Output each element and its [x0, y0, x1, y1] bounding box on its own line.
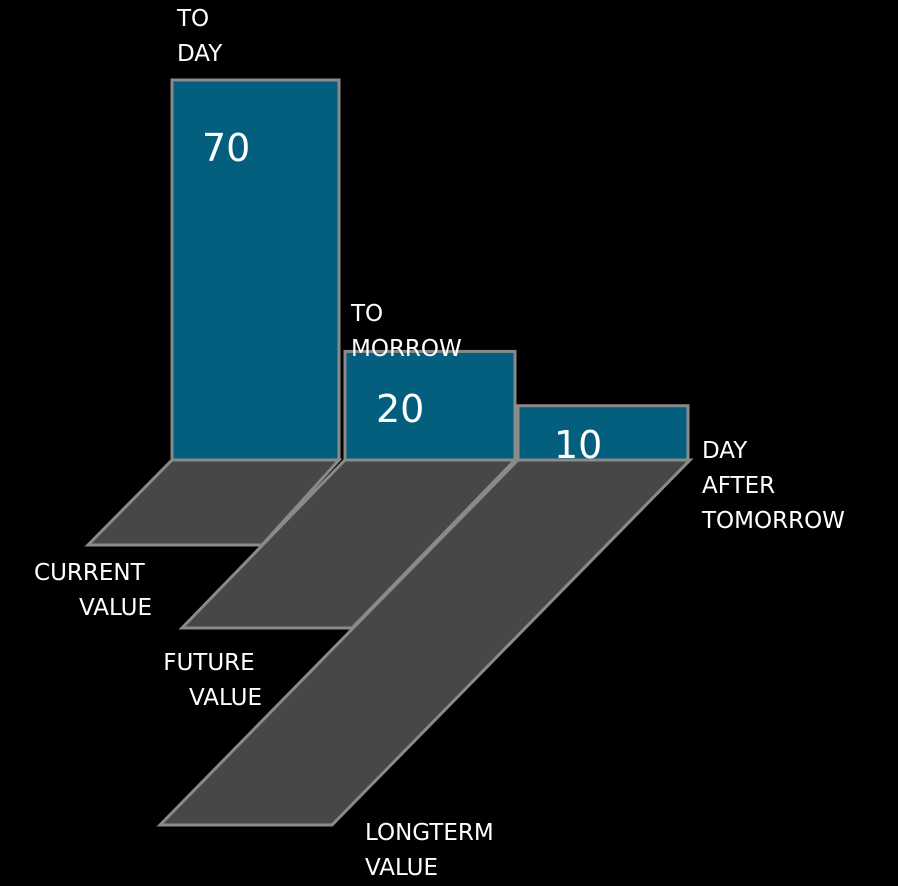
- value-labels: 70 20 10: [202, 126, 602, 467]
- bar-day-after-tomorrow: [516, 404, 690, 462]
- category-label-today: TO DAY: [176, 6, 223, 67]
- value-label-today: 70: [202, 126, 250, 170]
- category-label-line: TO: [176, 6, 209, 32]
- bar-tomorrow: [343, 349, 517, 462]
- base-label-current-value: CURRENT VALUE: [34, 560, 152, 621]
- category-label-line: DAY: [702, 438, 748, 464]
- base-label-line: FUTURE: [163, 650, 254, 676]
- category-label-line: MORROW: [351, 336, 462, 362]
- category-labels: TO DAY TO MORROW DAY AFTER TOMORROW: [176, 6, 845, 534]
- base-label-longterm-value: LONGTERM VALUE: [365, 820, 501, 881]
- base-label-line: LONGTERM: [365, 820, 494, 846]
- base-label-line: CURRENT: [34, 560, 146, 586]
- category-label-tomorrow: TO MORROW: [350, 301, 462, 362]
- category-label-day-after-tomorrow: DAY AFTER TOMORROW: [701, 438, 845, 534]
- category-label-line: DAY: [177, 41, 223, 67]
- category-label-line: AFTER: [702, 473, 775, 499]
- base-planes: [84, 458, 694, 827]
- category-label-line: TO: [350, 301, 383, 327]
- base-label-line: VALUE: [189, 685, 262, 711]
- value-label-tomorrow: 20: [376, 387, 424, 431]
- base-labels: CURRENT VALUE FUTURE VALUE LONGTERM VALU…: [34, 560, 501, 881]
- value-label-day-after-tomorrow: 10: [554, 423, 602, 467]
- category-label-line: TOMORROW: [701, 508, 845, 534]
- base-label-line: VALUE: [79, 595, 152, 621]
- bars: [170, 78, 690, 462]
- base-label-future-value: FUTURE VALUE: [163, 650, 262, 711]
- bar-today: [170, 78, 341, 462]
- base-label-line: VALUE: [365, 855, 438, 881]
